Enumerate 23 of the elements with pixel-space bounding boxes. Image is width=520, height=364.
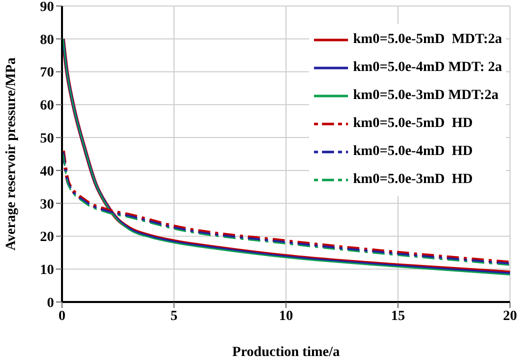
y-tick-label: 10 — [40, 263, 54, 278]
y-axis-title: Average reservoir pressure/MPa — [4, 57, 19, 251]
y-tick-label: 40 — [40, 164, 54, 180]
x-axis-title: Production time/a — [232, 345, 340, 360]
legend-label: km0=5.0e-3mD HD — [353, 172, 473, 188]
legend-label: km0=5.0e-3mD MDT:2a — [353, 88, 498, 104]
x-tick-label: 5 — [170, 308, 178, 324]
x-tick-label: 0 — [58, 308, 66, 324]
y-tick-label: 80 — [40, 32, 54, 48]
y-tick-label: 70 — [40, 66, 54, 81]
x-tick-label: 20 — [503, 308, 517, 324]
y-tick-label: 0 — [47, 296, 54, 311]
y-tick-label: 50 — [40, 132, 54, 147]
legend-label: km0=5.0e-5mD MDT:2a — [353, 32, 502, 48]
y-tick-label: 60 — [40, 98, 54, 114]
y-tick-label: 90 — [40, 0, 54, 15]
y-tick-label: 30 — [40, 197, 54, 212]
x-tick-label: 15 — [391, 308, 405, 324]
legend-label: km0=5.0e-4mD HD — [353, 144, 473, 160]
y-tick-label: 20 — [40, 230, 54, 246]
legend-label: km0=5.0e-4mD MDT: 2a — [353, 60, 502, 76]
x-tick-label: 10 — [279, 308, 293, 324]
legend-label: km0=5.0e-5mD HD — [353, 116, 473, 132]
